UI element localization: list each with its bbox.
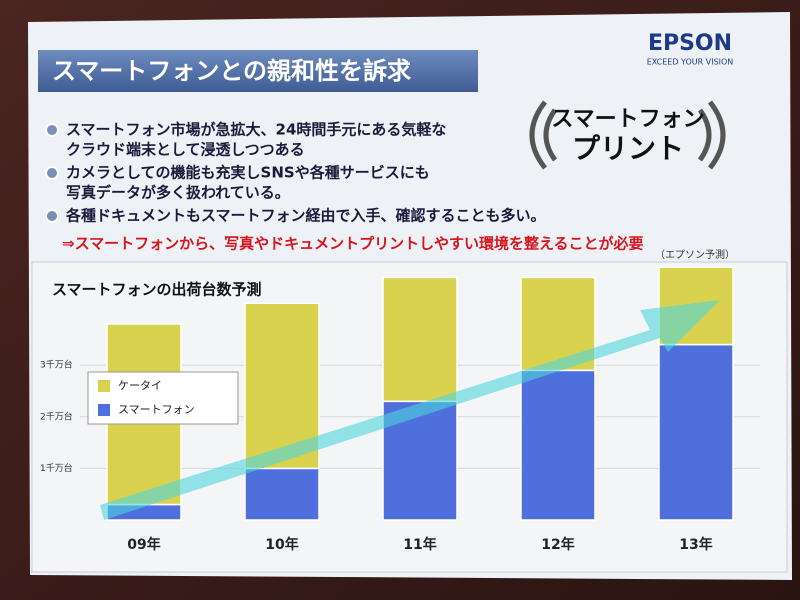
slide-title: スマートフォンとの親和性を訴求: [52, 57, 411, 85]
x-tick-label: 12年: [541, 536, 574, 553]
legend-swatch: [98, 380, 110, 392]
conclusion: ⇒スマートフォンから、写真やドキュメントプリントしやすい環境を整えることが必要: [62, 235, 644, 253]
y-tick-label: 1千万台: [40, 462, 73, 474]
bullet-dot: [45, 209, 59, 223]
logo-waves: [529, 100, 726, 170]
bar-segment: [244, 467, 320, 521]
bullet-text: クラウド端末として浸透しつつある: [66, 141, 305, 159]
x-tick-label: 11年: [403, 536, 436, 553]
chart-note: （エプソン予測）: [655, 248, 735, 261]
bullet-text: 写真データが多く扱われている。: [66, 184, 290, 202]
bullet-text: 各種ドキュメントもスマートフォン経由で入手、確認することも多い。: [65, 207, 546, 225]
logo: スマートフォン プリント: [529, 100, 726, 170]
bar-segment: [658, 343, 734, 521]
x-tick-label: 09年: [127, 536, 160, 553]
brand: EPSON: [648, 31, 732, 56]
bar-segment: [382, 276, 458, 403]
logo-text: スマートフォン: [551, 107, 704, 132]
tagline: EXCEED YOUR VISION: [647, 58, 734, 67]
title-bar: [38, 50, 478, 92]
bar-segment: [520, 369, 596, 521]
chart-title: スマートフォンの出荷台数予測: [52, 281, 262, 299]
trend-arrow: [100, 300, 720, 520]
bullet-text: カメラとしての機能も充実しSNSや各種サービスにも: [66, 164, 430, 182]
y-tick-label: 3千万台: [40, 359, 73, 371]
logo-text: プリント: [572, 132, 684, 165]
legend-swatch: [98, 404, 110, 416]
x-tick-label: 13年: [679, 536, 712, 553]
y-tick-label: 2千万台: [40, 410, 73, 422]
legend-label: ケータイ: [118, 379, 162, 392]
plot: 1千万台 2千万台 3千万台 09年 10年 11年 12年 13年: [40, 266, 760, 553]
bullet-dot: [45, 166, 59, 180]
bullet-text: スマートフォン市場が急拡大、24時間手元にある気軽な: [66, 121, 446, 139]
legend: [87, 371, 239, 425]
x-tick-label: 10年: [265, 536, 298, 553]
legend-label: スマートフォン: [118, 403, 195, 416]
bullets: スマートフォン市場が急拡大、24時間手元にある気軽なクラウド端末として浸透しつつ…: [45, 121, 546, 225]
bullet-dot: [45, 123, 59, 137]
